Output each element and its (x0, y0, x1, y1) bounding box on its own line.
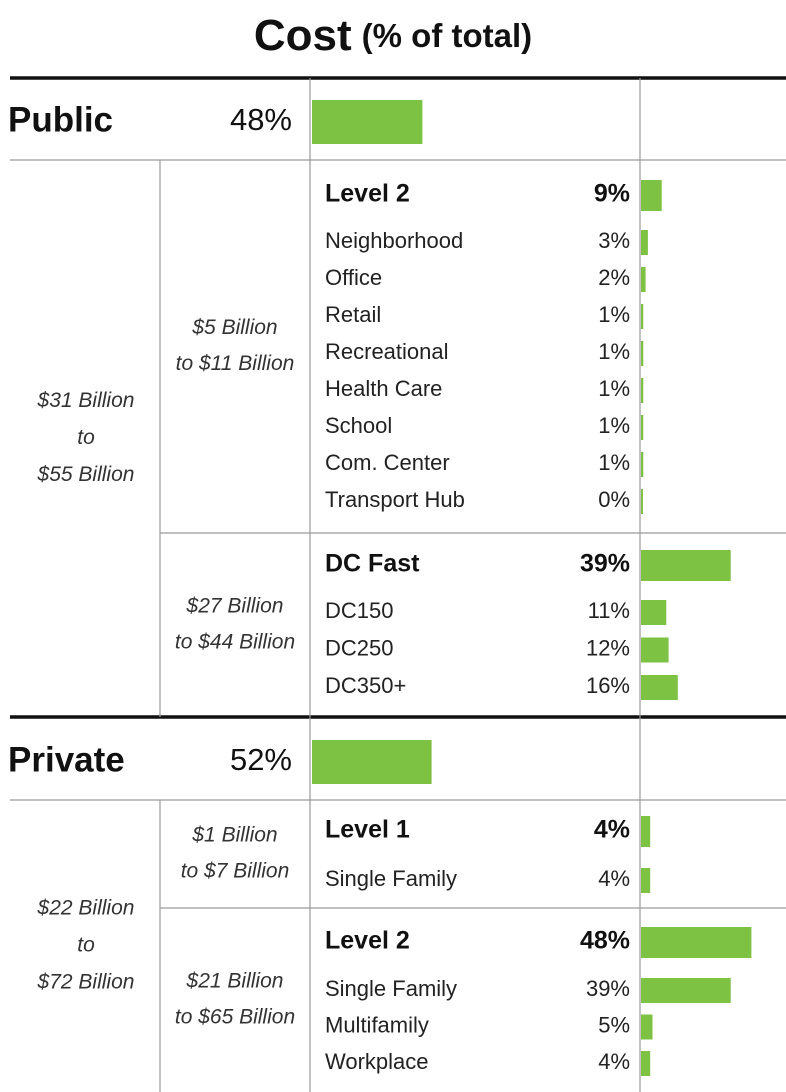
group-header: Level 2 (325, 927, 410, 955)
range-text: $72 Billion (37, 971, 135, 994)
bar (641, 489, 643, 514)
group-header: Level 1 (325, 816, 410, 844)
section-name: Private (8, 740, 125, 779)
bar (641, 1051, 651, 1076)
range-text: to $44 Billion (175, 631, 295, 654)
group-share: 9% (594, 180, 630, 208)
item-share: 1% (598, 376, 630, 401)
range-text: $22 Billion (37, 897, 135, 920)
item-share: 39% (586, 976, 630, 1001)
item-share: 16% (586, 673, 630, 698)
bar (641, 978, 731, 1003)
range-text: $27 Billion (186, 595, 284, 618)
item-name: Com. Center (325, 450, 450, 475)
range-text: $21 Billion (186, 970, 284, 993)
item-name: Workplace (325, 1049, 429, 1074)
title: Cost (% of total) (254, 11, 532, 60)
bar (641, 230, 648, 255)
range-text: $5 Billion (191, 316, 277, 339)
group-share: 48% (580, 927, 630, 955)
bar (641, 415, 644, 440)
bar (641, 816, 651, 847)
bar (641, 868, 651, 893)
bar (641, 378, 644, 403)
item-name: Single Family (325, 976, 457, 1001)
item-share: 12% (586, 635, 630, 660)
item-name: Health Care (325, 376, 442, 401)
item-name: Recreational (325, 339, 449, 364)
range-text: to $11 Billion (176, 352, 295, 375)
item-name: Office (325, 265, 382, 290)
item-name: School (325, 413, 392, 438)
bar (641, 304, 644, 329)
range-text: $31 Billion (37, 389, 135, 412)
group-header: DC Fast (325, 550, 420, 578)
item-share: 1% (598, 302, 630, 327)
range-text: $1 Billion (191, 824, 277, 847)
bar (641, 341, 644, 366)
bar (641, 600, 667, 625)
item-share: 1% (598, 450, 630, 475)
item-share: 3% (598, 228, 630, 253)
item-share: 2% (598, 265, 630, 290)
bar (641, 637, 669, 663)
title-main: Cost (254, 11, 352, 60)
item-name: Retail (325, 302, 381, 327)
section-name: Public (8, 100, 113, 139)
bar (641, 180, 662, 211)
section-share: 52% (230, 742, 292, 777)
item-share: 4% (598, 866, 630, 891)
section-share: 48% (230, 102, 292, 137)
bar (641, 927, 752, 958)
group-share: 4% (594, 816, 630, 844)
bar (312, 100, 423, 144)
bar (312, 740, 432, 784)
item-name: Multifamily (325, 1012, 429, 1037)
bar (641, 1014, 653, 1040)
group-share: 39% (580, 550, 630, 578)
bar (641, 675, 678, 700)
bar (641, 452, 644, 477)
title-sub: (% of total) (362, 17, 532, 54)
item-share: 1% (598, 413, 630, 438)
item-name: Single Family (325, 866, 457, 891)
item-share: 11% (588, 598, 630, 623)
item-name: DC350+ (325, 673, 406, 698)
item-share: 5% (598, 1012, 630, 1037)
bar (641, 550, 731, 581)
item-share: 4% (598, 1049, 630, 1074)
bar (641, 267, 646, 292)
range-text: to (77, 934, 95, 957)
item-name: DC250 (325, 635, 393, 660)
item-name: Neighborhood (325, 228, 463, 253)
item-name: Transport Hub (325, 487, 465, 512)
range-text: $55 Billion (37, 463, 135, 486)
range-text: to (77, 426, 95, 449)
item-share: 1% (598, 339, 630, 364)
range-text: to $7 Billion (181, 860, 290, 883)
group-header: Level 2 (325, 180, 410, 208)
item-name: DC150 (325, 598, 393, 623)
range-text: to $65 Billion (175, 1006, 295, 1029)
item-share: 0% (598, 487, 630, 512)
